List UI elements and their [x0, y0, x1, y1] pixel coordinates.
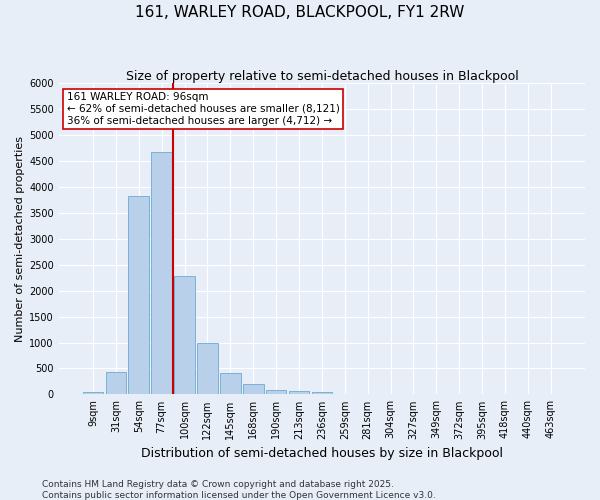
Text: 161, WARLEY ROAD, BLACKPOOL, FY1 2RW: 161, WARLEY ROAD, BLACKPOOL, FY1 2RW — [136, 5, 464, 20]
Bar — [106, 372, 126, 394]
Bar — [266, 390, 286, 394]
Title: Size of property relative to semi-detached houses in Blackpool: Size of property relative to semi-detach… — [125, 70, 518, 83]
Bar — [174, 276, 195, 394]
Bar — [151, 152, 172, 394]
Bar — [289, 391, 309, 394]
Bar — [128, 196, 149, 394]
Bar — [311, 392, 332, 394]
Bar — [83, 392, 103, 394]
Y-axis label: Number of semi-detached properties: Number of semi-detached properties — [15, 136, 25, 342]
Bar — [220, 374, 241, 394]
Text: 161 WARLEY ROAD: 96sqm
← 62% of semi-detached houses are smaller (8,121)
36% of : 161 WARLEY ROAD: 96sqm ← 62% of semi-det… — [67, 92, 340, 126]
Text: Contains HM Land Registry data © Crown copyright and database right 2025.
Contai: Contains HM Land Registry data © Crown c… — [42, 480, 436, 500]
Bar — [197, 343, 218, 394]
Bar — [243, 384, 263, 394]
X-axis label: Distribution of semi-detached houses by size in Blackpool: Distribution of semi-detached houses by … — [141, 447, 503, 460]
